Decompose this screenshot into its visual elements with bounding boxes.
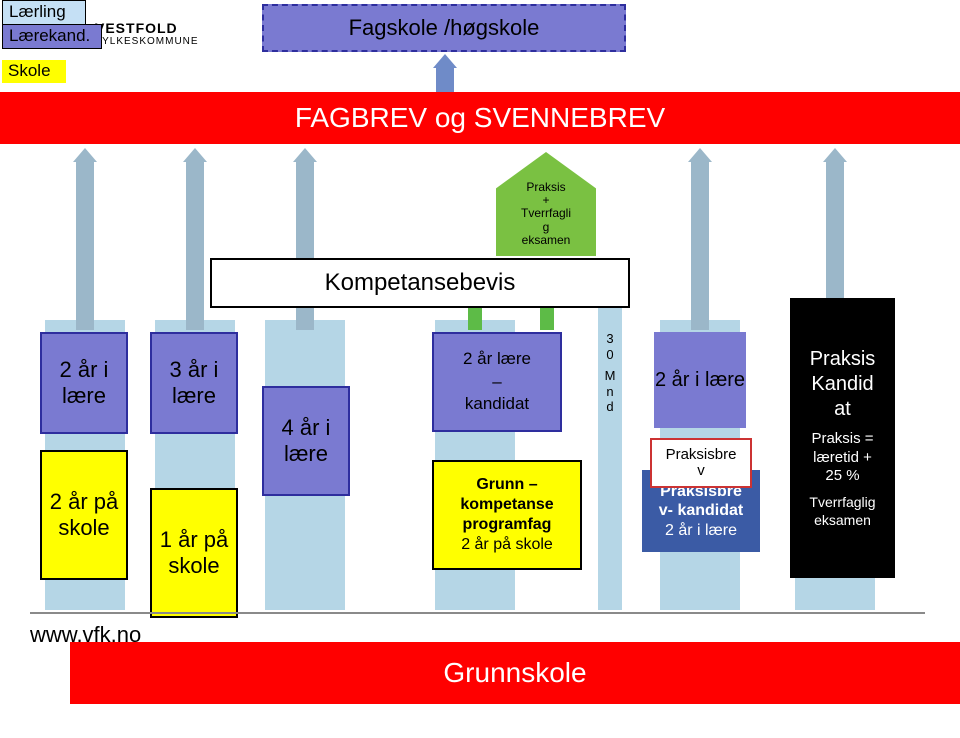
col2-upper-label: 3 år i lære xyxy=(152,357,236,409)
mnd-l3: d xyxy=(606,399,613,415)
col2-lower-label: 1 år på skole xyxy=(152,527,236,579)
col1-upper-label: 2 år i lære xyxy=(42,357,126,409)
col1-lower: 2 år på skole xyxy=(40,450,128,580)
col1-lower-label: 2 år på skole xyxy=(42,489,126,541)
tag-skole: Skole xyxy=(2,60,66,83)
col6-l3: at xyxy=(834,397,851,422)
praksis-line5: eksamen xyxy=(522,234,571,247)
praksis-line3: Tverrfagli xyxy=(521,207,571,220)
col4-lower: Grunn – kompetanse programfag 2 år på sk… xyxy=(432,460,582,570)
col2-lower: 1 år på skole xyxy=(150,488,238,618)
col4-upper-l3: kandidat xyxy=(465,393,529,416)
fagskole-box: Fagskole /høgskole xyxy=(262,4,626,52)
col4-lower-l2: kompetanse xyxy=(460,495,553,515)
col3-main-label: 4 år i lære xyxy=(264,415,348,467)
mnd-30a: 3 xyxy=(606,331,613,347)
col6-l2: Kandid xyxy=(811,372,873,397)
arrow-col2 xyxy=(186,148,204,330)
fagskole-label: Fagskole /høgskole xyxy=(349,15,540,41)
praksis-line4: g xyxy=(543,221,550,234)
col4-upper-l1: 2 år lære xyxy=(463,348,531,371)
col4-lower-l3: programfag xyxy=(463,515,552,535)
kompetansebevis-box: Kompetansebevis xyxy=(210,258,630,308)
col6-l8: eksamen xyxy=(814,512,871,530)
col4-upper: 2 år lære – kandidat xyxy=(432,332,562,432)
col1-upper: 2 år i lære xyxy=(40,332,128,434)
hr-line xyxy=(30,612,925,614)
col5-upper-label: 2 år i lære xyxy=(655,369,745,392)
mnd-l1: M xyxy=(605,368,616,384)
col5-lower-l3: 2 år i lære xyxy=(665,521,737,540)
grunnskole-label: Grunnskole xyxy=(443,657,586,689)
col6-l7: Tverrfaglig xyxy=(809,494,875,512)
tag-laerekand: Lærekand. xyxy=(2,24,102,49)
col5-upper: 2 år i lære xyxy=(654,332,746,428)
arrow-col1 xyxy=(76,148,94,330)
diagram-root: VESTFOLD FYLKESKOMMUNE Lærling Lærekand.… xyxy=(0,0,960,738)
col6-l6: 25 % xyxy=(825,467,859,486)
logo-line2: FYLKESKOMMUNE xyxy=(95,36,199,47)
mnd-30b: 0 xyxy=(606,347,613,363)
col4-upper-l2: – xyxy=(492,371,501,394)
col5-mid-label: Praksisbre v xyxy=(666,447,737,480)
col4-lower-l1: Grunn – xyxy=(476,475,537,495)
praksis-pentagon: Praksis + Tverrfagli g eksamen xyxy=(496,152,596,256)
mnd-l2: n xyxy=(606,384,613,400)
col6-l1: Praksis xyxy=(810,347,876,372)
col5-mid: Praksisbre v xyxy=(650,438,752,488)
fagbrev-band: FAGBREV og SVENNEBREV xyxy=(0,92,960,144)
fagbrev-label: FAGBREV og SVENNEBREV xyxy=(295,102,665,134)
col5-lower-l2: v- kandidat xyxy=(659,501,743,520)
col4-lower-l4: 2 år på skole xyxy=(461,535,553,555)
arrow-col5 xyxy=(691,148,709,330)
tag-laerling: Lærling xyxy=(2,0,86,25)
mnd-col: 3 0 M n d xyxy=(598,308,622,438)
logo-line1: VESTFOLD xyxy=(95,20,178,36)
col2-upper: 3 år i lære xyxy=(150,332,238,434)
col6-l4: Praksis = xyxy=(811,430,873,449)
kompetansebevis-label: Kompetansebevis xyxy=(325,269,516,297)
col3-main: 4 år i lære xyxy=(262,386,350,496)
col6-l5: læretid + xyxy=(813,449,872,468)
col6-block: Praksis Kandid at Praksis = læretid + 25… xyxy=(790,298,895,578)
grunnskole-band: Grunnskole xyxy=(70,642,960,704)
